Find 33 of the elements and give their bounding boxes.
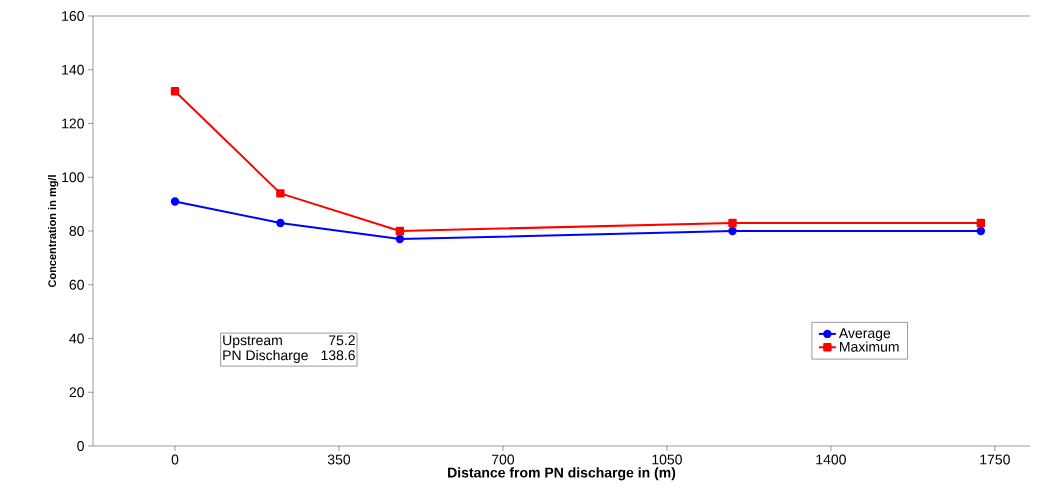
y-tick-label: 120 [62,118,84,129]
y-tick-label: 80 [69,226,84,236]
point [728,218,737,228]
point [170,197,180,206]
legend-label: Average [838,328,891,341]
x-tick-label: 350 [327,454,351,465]
y-tick-label: 140 [62,64,84,75]
annotation: 75.2 [329,335,355,346]
point [395,226,405,236]
y-tick-label: 0 [77,441,84,451]
x-axis-title: Distance from PN discharge in (m) [448,467,676,481]
point [976,226,986,236]
x-tick-label: 1750 [980,454,1010,465]
y-tick-label: 100 [62,172,84,183]
point [276,218,285,228]
point [170,87,180,96]
point [395,234,405,244]
x-tick-label: 1050 [652,454,682,465]
annotation: PN Discharge [223,349,308,364]
annotation: Upstream [223,335,282,349]
point [728,226,737,236]
y-axis-title: Concentration in mg/l [47,175,59,288]
x-tick-label: 1400 [816,454,846,465]
y-tick-label: 60 [69,279,84,290]
y-tick-label: 160 [62,11,84,21]
y-tick-label: 40 [69,333,84,344]
y-tick-label: 20 [69,387,84,398]
point [276,189,285,198]
annotation: 138.6 [321,350,355,361]
x-tick-label: 700 [491,454,515,465]
x-tick-label: 0 [171,454,179,465]
point [976,218,986,228]
legend-label: Maximum [840,341,899,352]
